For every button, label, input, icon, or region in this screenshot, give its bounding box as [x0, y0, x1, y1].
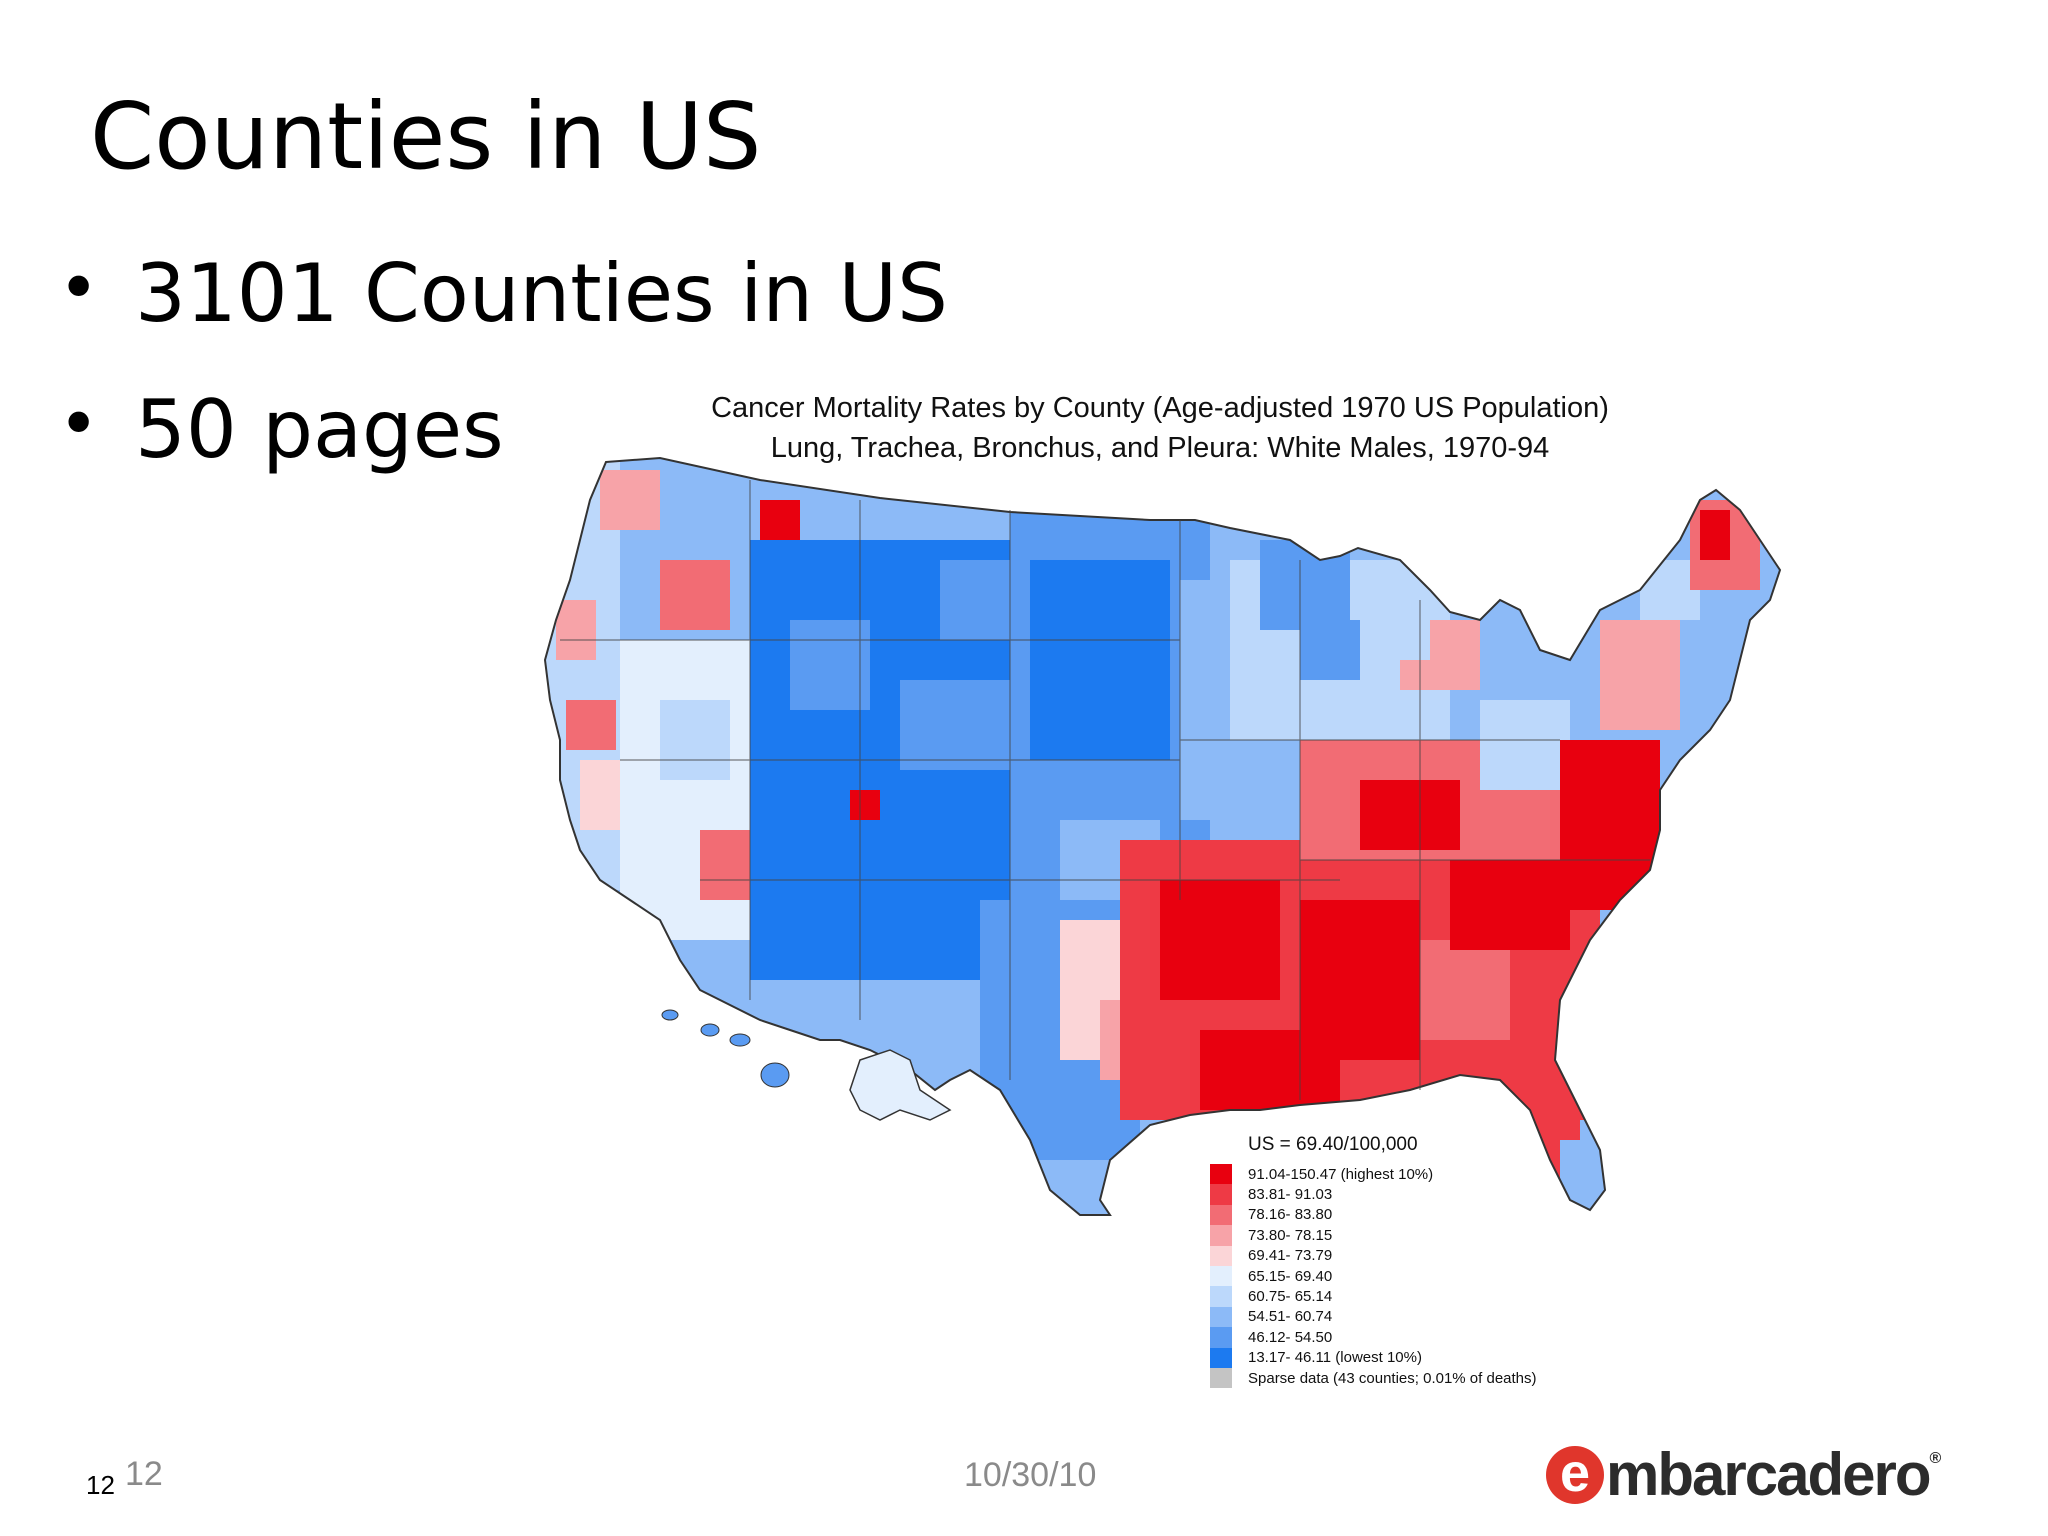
- slide-date: 10/30/10: [964, 1456, 1097, 1494]
- legend-row: 69.41- 73.79: [1210, 1245, 1537, 1266]
- logo-wordmark: mbarcadero: [1606, 1441, 1931, 1508]
- legend-swatch: [1210, 1347, 1232, 1368]
- legend-label: 65.15- 69.40: [1248, 1267, 1333, 1285]
- map-title: Cancer Mortality Rates by County (Age-ad…: [700, 388, 1620, 468]
- embarcadero-logo: e mbarcadero ®: [1546, 1440, 1941, 1509]
- legend-swatch: [1210, 1184, 1232, 1205]
- slide-number-gray: 12: [125, 1455, 163, 1493]
- alaska-shape: [849, 1049, 952, 1121]
- legend-label: 73.80- 78.15: [1248, 1226, 1333, 1244]
- legend-label: 78.16- 83.80: [1248, 1206, 1333, 1224]
- legend-row: 46.12- 54.50: [1210, 1327, 1537, 1348]
- bullet-text: 50 pages: [135, 383, 504, 476]
- bullet-dot-icon: •: [58, 383, 100, 465]
- legend-label: 46.12- 54.50: [1248, 1328, 1333, 1346]
- bullet-item: • 50 pages: [50, 386, 948, 474]
- hawaii-shapes: [661, 1009, 790, 1088]
- bullet-list: • 3101 Counties in US • 50 pages: [50, 250, 948, 522]
- map-title-line1: Cancer Mortality Rates by County (Age-ad…: [711, 392, 1609, 424]
- legend-label: 83.81- 91.03: [1248, 1186, 1333, 1204]
- legend-label: 60.75- 65.14: [1248, 1288, 1333, 1306]
- legend-swatch: [1210, 1164, 1232, 1185]
- legend-label: Sparse data (43 counties; 0.01% of death…: [1248, 1369, 1537, 1387]
- legend-row: 65.15- 69.40: [1210, 1265, 1537, 1287]
- state-boundaries: [560, 480, 1650, 1100]
- legend-row: 73.80- 78.15: [1210, 1225, 1537, 1246]
- legend-swatch: [1210, 1245, 1232, 1266]
- legend-swatch: [1210, 1265, 1232, 1287]
- bullet-text: 3101 Counties in US: [135, 247, 948, 340]
- legend-label: 13.17- 46.11 (lowest 10%): [1248, 1349, 1422, 1367]
- legend-label: 69.41- 73.79: [1248, 1247, 1333, 1265]
- map-title-line2: Lung, Trachea, Bronchus, and Pleura: Whi…: [770, 432, 1550, 464]
- logo-e-icon: e: [1546, 1445, 1604, 1504]
- legend-swatch: [1210, 1225, 1232, 1246]
- legend-swatch: [1210, 1286, 1232, 1307]
- slide-title: Counties in US: [90, 83, 762, 190]
- legend-row: 78.16- 83.80: [1210, 1204, 1537, 1226]
- legend-row: 60.75- 65.14: [1210, 1286, 1537, 1307]
- bullet-item: • 3101 Counties in US: [50, 250, 948, 338]
- legend-label: 91.04-150.47 (highest 10%): [1248, 1165, 1434, 1183]
- map-fill-group: [545, 458, 1780, 1215]
- legend-label: 54.51- 60.74: [1248, 1308, 1333, 1326]
- us-outline: [543, 456, 1782, 1216]
- legend-swatch: [1210, 1327, 1232, 1348]
- legend-swatch: [1210, 1204, 1232, 1226]
- bullet-dot-icon: •: [58, 247, 100, 329]
- map-legend: US = 69.40/100,000 91.04-150.47 (highest…: [1210, 1134, 1537, 1389]
- slide-number: 12: [86, 1470, 115, 1500]
- logo-registered-mark: ®: [1929, 1450, 1942, 1467]
- legend-row: 13.17- 46.11 (lowest 10%): [1210, 1347, 1537, 1368]
- legend-swatch: [1210, 1367, 1232, 1389]
- legend-row: 91.04-150.47 (highest 10%): [1210, 1164, 1537, 1185]
- legend-us-rate: US = 69.40/100,000: [1248, 1134, 1418, 1155]
- legend-swatch: [1210, 1306, 1232, 1328]
- legend-row: 54.51- 60.74: [1210, 1306, 1537, 1328]
- legend-row: 83.81- 91.03: [1210, 1184, 1537, 1205]
- legend-row: Sparse data (43 counties; 0.01% of death…: [1210, 1367, 1537, 1389]
- legend-rows: 91.04-150.47 (highest 10%) 83.81- 91.03 78…: [1210, 1164, 1537, 1389]
